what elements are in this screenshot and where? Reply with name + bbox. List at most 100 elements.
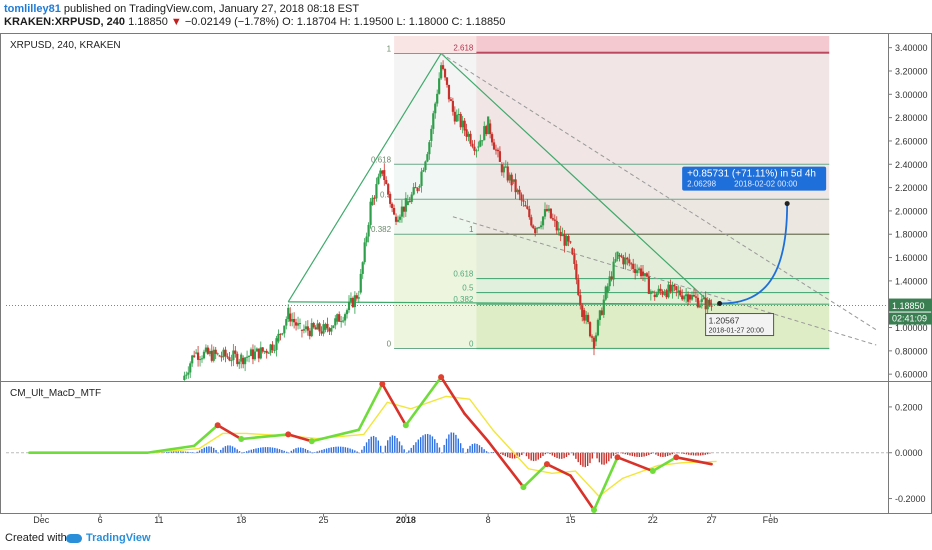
publish-line: tomlilley81 published on TradingView.com…	[4, 3, 359, 15]
candle-body	[555, 220, 558, 231]
macd-histogram-bar	[455, 434, 457, 453]
candle-body	[428, 142, 431, 155]
macd-histogram-bar	[257, 447, 260, 453]
macd-cross-dot	[438, 374, 445, 381]
candle-body	[510, 174, 513, 186]
candle-body	[455, 114, 458, 122]
candle-body	[412, 187, 415, 195]
macd-histogram-bar	[643, 452, 645, 457]
candle-body	[210, 350, 213, 361]
macd-histogram-bar	[509, 452, 511, 459]
author-link[interactable]: tomlilley81	[4, 3, 61, 15]
candle-body	[477, 146, 480, 148]
candle-body	[265, 350, 268, 354]
price-pane-title: XRPUSD, 240, KRAKEN	[10, 40, 121, 51]
macd-histogram-bar	[220, 449, 222, 453]
macd-histogram-bar	[295, 448, 297, 453]
candle-body	[230, 360, 233, 362]
candle-body	[255, 348, 258, 352]
macd-histogram-bar	[194, 452, 196, 454]
macd-histogram-bar	[619, 452, 622, 454]
candle-body	[520, 194, 523, 201]
macd-histogram-bar	[441, 452, 443, 454]
candle-body	[665, 290, 668, 298]
candle-body	[312, 322, 315, 328]
macd-histogram-bar	[408, 450, 410, 453]
candle-body	[359, 273, 362, 293]
candle-body	[547, 208, 551, 211]
price-axis-tick-label: 3.40000	[895, 43, 928, 53]
time-axis-tick-label: 18	[236, 515, 246, 525]
macd-histogram-bar	[596, 452, 598, 459]
candle-body	[487, 116, 490, 135]
macd-histogram-bar	[236, 449, 238, 453]
macd-histogram-bar	[565, 452, 568, 457]
macd-line-segment	[616, 456, 655, 473]
macd-histogram-bar	[490, 452, 492, 453]
macd-histogram-bar	[255, 448, 257, 453]
fib-right-ratio-label: 1	[469, 225, 474, 234]
macd-histogram-bar	[591, 452, 594, 459]
tradingview-logo[interactable]: TradingView	[66, 532, 151, 544]
macd-histogram-bar	[436, 442, 438, 453]
candle-body	[441, 65, 445, 70]
candle-body	[481, 140, 484, 142]
macd-histogram-bar	[666, 452, 669, 457]
macd-histogram-bar	[372, 435, 375, 453]
candle-body	[618, 255, 621, 257]
fib-left-ratio-label: 0.5	[380, 190, 392, 199]
macd-histogram-bar	[377, 440, 380, 453]
macd-histogram-bar	[285, 451, 288, 453]
macd-histogram-bar	[523, 452, 525, 454]
candle-body	[612, 261, 615, 280]
macd-histogram-bar	[633, 452, 636, 457]
macd-histogram-bar	[485, 451, 488, 453]
candle-body	[571, 248, 574, 255]
candle-body	[539, 225, 543, 228]
candle-body	[357, 297, 360, 299]
candle-body	[371, 197, 374, 206]
chart-header: tomlilley81 published on TradingView.com…	[0, 0, 932, 30]
candle-body	[336, 314, 339, 322]
macd-histogram-bar	[499, 452, 502, 454]
macd-histogram-bar	[412, 445, 415, 453]
candle-body	[269, 344, 272, 353]
macd-histogram-bar	[307, 450, 309, 453]
macd-histogram-bar	[539, 452, 542, 458]
projection-target-text: 2.06298	[687, 180, 716, 189]
macd-histogram-bar	[462, 448, 464, 453]
macd-histogram-bar	[589, 452, 591, 464]
candle-body	[649, 291, 652, 294]
macd-histogram-bar	[695, 452, 697, 456]
candle-body	[598, 310, 601, 320]
macd-histogram-bar	[349, 448, 351, 453]
candle-body	[438, 78, 441, 94]
candle-body	[541, 216, 545, 226]
candle-body	[686, 294, 690, 302]
candle-body	[583, 310, 586, 321]
macd-histogram-bar	[676, 452, 678, 454]
projection-curve	[719, 203, 789, 305]
macd-histogram-bar	[471, 444, 474, 453]
macd-histogram-bar	[248, 450, 250, 453]
candle-body	[191, 355, 194, 364]
candle-body	[267, 352, 270, 354]
macd-histogram-bar	[231, 446, 234, 453]
macd-histogram-bar	[615, 452, 617, 454]
candle-body	[445, 77, 449, 85]
candle-body	[343, 314, 347, 321]
chart-canvas[interactable]: 0.600000.800001.000001.200001.400001.600…	[0, 0, 932, 527]
candle-body	[606, 286, 609, 293]
macd-histogram-bar	[586, 452, 589, 467]
candle-body	[536, 227, 539, 229]
start-point-tooltip	[705, 313, 775, 337]
candle-body	[361, 262, 364, 274]
footer: Created with TradingView	[0, 527, 932, 550]
macd-line-segment	[569, 474, 596, 512]
macd-histogram-bar	[427, 433, 429, 453]
candle-body	[349, 297, 353, 302]
candle-body	[673, 284, 676, 287]
candle-body	[663, 293, 666, 295]
time-axis-tick-label: 11	[154, 515, 163, 525]
macd-histogram-bar	[182, 451, 184, 453]
